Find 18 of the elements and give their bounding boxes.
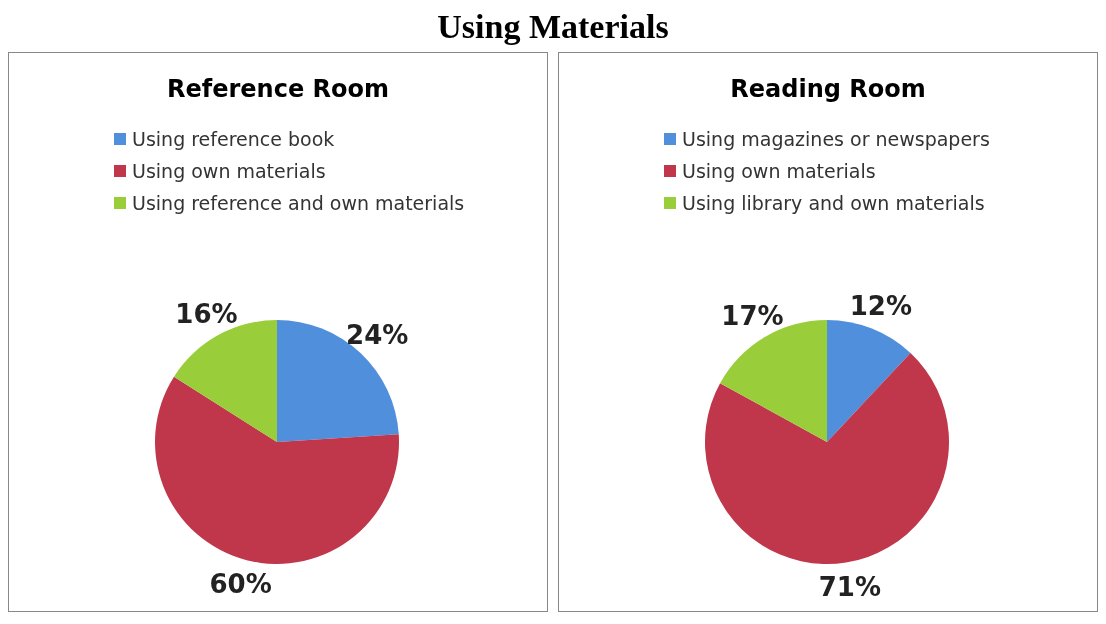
chart-title: Reading Room xyxy=(729,75,927,103)
legend-label: Using library and own materials xyxy=(682,191,985,216)
legend-label: Using reference book xyxy=(132,127,335,152)
data-label: 17% xyxy=(721,300,784,331)
chart-title: Reference Room xyxy=(166,75,390,103)
pie-slice xyxy=(155,376,399,564)
data-label: 16% xyxy=(175,298,238,329)
legend-label: Using own materials xyxy=(682,159,876,184)
data-label: 71% xyxy=(818,571,882,602)
data-label: 60% xyxy=(209,568,272,599)
text: Using Materials xyxy=(436,8,670,47)
data-label: 24% xyxy=(346,320,409,351)
pie-slice xyxy=(827,320,911,442)
legend-label: Using magazines or newspapers xyxy=(682,127,990,152)
legend-label: Using own materials xyxy=(132,159,326,184)
pie-slice xyxy=(705,353,949,564)
legend-label: Using reference and own materials xyxy=(132,191,465,216)
data-label: 12% xyxy=(849,290,913,321)
